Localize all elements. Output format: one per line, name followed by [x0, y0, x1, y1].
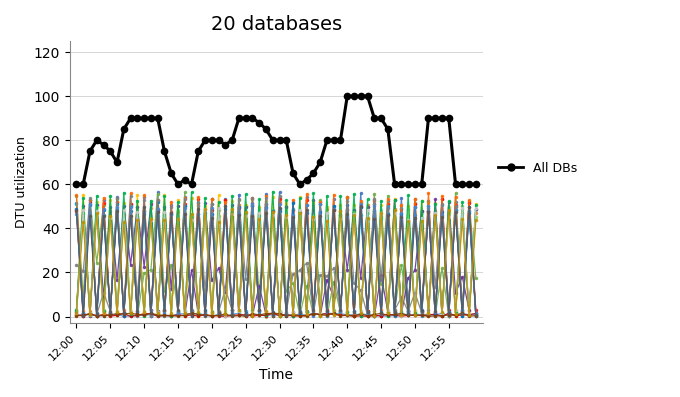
- Line: All DBs: All DBs: [73, 93, 479, 187]
- All DBs: [201, 138, 209, 143]
- All DBs: [174, 182, 182, 187]
- Legend: All DBs: All DBs: [493, 156, 582, 179]
- All DBs: [323, 138, 331, 143]
- All DBs: [472, 182, 480, 187]
- Title: 20 databases: 20 databases: [211, 15, 342, 34]
- All DBs: [72, 182, 80, 187]
- All DBs: [343, 94, 352, 98]
- X-axis label: Time: Time: [259, 368, 293, 382]
- Y-axis label: DTU utilization: DTU utilization: [15, 136, 28, 228]
- All DBs: [140, 116, 148, 121]
- All DBs: [208, 138, 216, 143]
- All DBs: [188, 182, 196, 187]
